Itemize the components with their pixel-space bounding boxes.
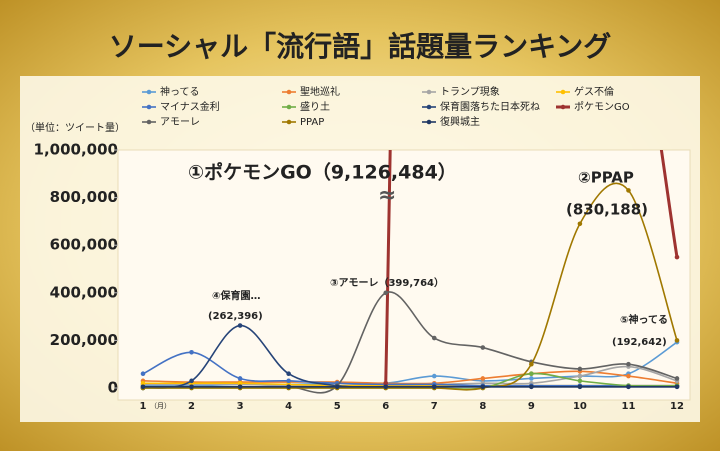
point	[626, 188, 631, 193]
legend-dot	[560, 104, 566, 110]
legend-label: マイナス金利	[160, 100, 220, 113]
point	[286, 384, 291, 390]
point	[529, 384, 534, 390]
point	[286, 378, 291, 384]
x-tick-label: 7	[431, 401, 438, 412]
chart-title: ソーシャル「流行語」話題量ランキング	[109, 30, 612, 63]
legend-dot	[426, 104, 432, 110]
legend-dot	[146, 104, 152, 110]
annotation: ③アモーレ（399,764）	[330, 276, 444, 289]
x-tick-label: 4	[285, 401, 292, 412]
point	[529, 376, 534, 381]
point	[577, 384, 583, 390]
annotation: ②PPAP	[578, 169, 634, 187]
point	[577, 373, 583, 379]
point	[383, 380, 389, 386]
plot-area	[117, 149, 691, 401]
point	[431, 373, 437, 379]
legend-label: ゲス不倫	[574, 85, 614, 98]
point	[140, 380, 146, 386]
point	[577, 221, 583, 227]
point	[577, 366, 583, 372]
x-tick-label: 8	[479, 401, 486, 412]
point	[674, 376, 680, 381]
legend-dot	[426, 89, 432, 95]
lines	[140, 150, 680, 394]
annotation: (262,396)	[208, 311, 263, 322]
y-tick-label: 1,000,000	[34, 141, 118, 159]
point	[140, 371, 146, 377]
x-tick-label: 12	[670, 401, 684, 412]
series-line	[142, 351, 677, 387]
y-tick-label: 800,000	[50, 188, 118, 206]
legend-dot	[560, 89, 566, 95]
annotation: (192,642)	[612, 337, 667, 348]
x-tick-label: 2	[188, 401, 195, 412]
x-tick-label: 9	[528, 401, 535, 412]
point	[480, 384, 486, 390]
point	[674, 384, 680, 390]
legend-label: ポケモンGO	[574, 101, 630, 113]
point	[674, 254, 680, 260]
x-tick-label: 3	[237, 401, 244, 412]
point	[431, 384, 437, 390]
x-tick-label: 10	[573, 401, 587, 412]
y-tick-label: 600,000	[50, 236, 118, 254]
point	[383, 384, 389, 390]
series-line	[142, 370, 678, 385]
legend-dot	[286, 119, 292, 125]
point	[140, 384, 146, 390]
point	[383, 290, 389, 296]
y-tick-label: 0	[108, 379, 118, 397]
point	[480, 376, 486, 381]
legend-label: PPAP	[300, 117, 324, 128]
annotation: (830,188)	[566, 201, 648, 219]
annotation: ④保育園…	[212, 289, 260, 302]
point	[626, 384, 631, 390]
point	[334, 384, 340, 390]
point	[237, 323, 243, 328]
y-tick-label: 400,000	[50, 283, 118, 301]
point	[431, 335, 437, 341]
point	[286, 371, 291, 377]
legend-dot	[286, 104, 292, 110]
legend-label: 復興城主	[440, 115, 480, 128]
x-unit: （月）	[150, 402, 171, 410]
legend-label: 保育園落ちた日本死ね	[440, 100, 540, 113]
point	[626, 373, 631, 379]
annotation: ①ポケモンGO（9,126,484）	[188, 161, 457, 184]
point	[480, 345, 486, 350]
point	[237, 380, 243, 386]
point	[626, 361, 631, 367]
point	[189, 350, 194, 355]
legend-dot	[286, 89, 292, 95]
point	[529, 371, 534, 377]
legend-dot	[146, 119, 152, 125]
y-tick-label: 200,000	[50, 331, 118, 349]
legend-label: 聖地巡礼	[300, 85, 340, 98]
point	[529, 361, 534, 367]
x-tick-label: 11	[621, 401, 635, 412]
point	[237, 384, 243, 390]
legend-label: アモーレ	[160, 117, 200, 128]
break-mark: ≈	[378, 183, 396, 208]
x-tick-label: 5	[334, 401, 341, 412]
legend-label: 神ってる	[160, 85, 200, 98]
y-unit: （単位：ツイート量）	[25, 121, 125, 134]
x-tick-label: 6	[382, 401, 389, 412]
point	[674, 338, 680, 343]
legend-label: 盛り土	[300, 100, 330, 113]
point	[189, 378, 194, 384]
point	[237, 376, 243, 381]
legend-label: トランプ現象	[440, 86, 500, 98]
point	[189, 384, 194, 390]
legend-dot	[146, 89, 152, 95]
legend-dot	[426, 119, 432, 125]
x-tick-label: 1	[140, 401, 147, 412]
point	[577, 378, 583, 384]
annotation: ⑤神ってる	[620, 313, 668, 326]
